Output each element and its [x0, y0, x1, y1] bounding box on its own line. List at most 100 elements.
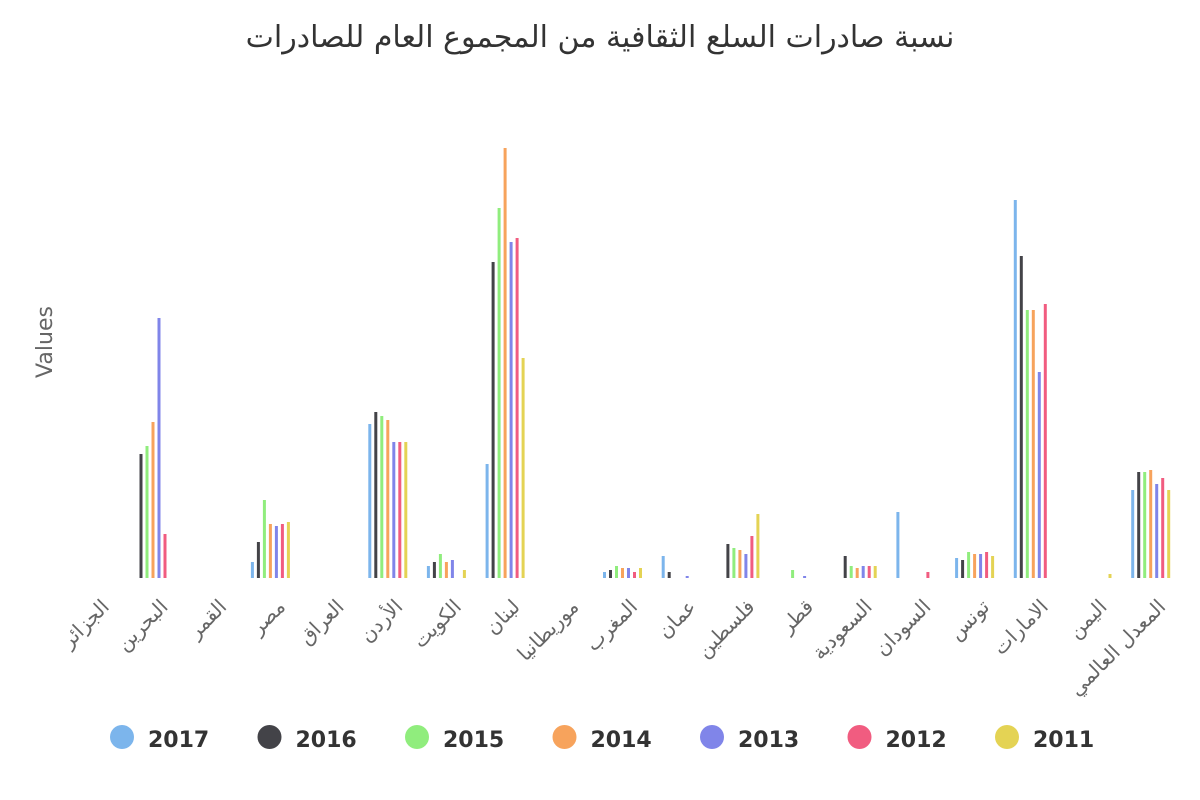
legend-item-2012[interactable]: 2012 [847, 725, 947, 753]
bar-2011-9[interactable] [639, 568, 642, 578]
x-tick-label: البحرين [111, 595, 172, 656]
legend: 2017 2016 2015 2014 2013 2012 2011 [110, 725, 1094, 753]
legend-marker [847, 725, 872, 749]
bar-2013-16[interactable] [1037, 372, 1041, 578]
bar-2016-18[interactable] [1137, 472, 1141, 578]
bar-2011-13[interactable] [873, 566, 877, 578]
x-tick-label: قطر [774, 595, 818, 639]
bar-2015-7[interactable] [497, 208, 501, 578]
legend-label: 2012 [886, 728, 947, 753]
bar-2015-11[interactable] [732, 548, 736, 578]
bar-2013-11[interactable] [744, 554, 748, 578]
legend-label: 2013 [738, 728, 799, 753]
bar-2016-1[interactable] [139, 454, 143, 578]
bar-2012-15[interactable] [985, 552, 989, 578]
bar-2012-13[interactable] [867, 566, 871, 578]
bar-2013-10[interactable] [685, 576, 689, 578]
bar-2015-16[interactable] [1025, 310, 1029, 578]
bar-2011-18[interactable] [1167, 490, 1171, 578]
bar-2012-9[interactable] [633, 572, 636, 578]
bar-2011-3[interactable] [286, 522, 290, 578]
bar-2017-7[interactable] [485, 464, 489, 578]
bar-2013-15[interactable] [979, 554, 983, 578]
bar-2014-1[interactable] [151, 422, 155, 578]
bar-2015-3[interactable] [262, 500, 266, 578]
bar-2015-9[interactable] [615, 566, 618, 578]
bar-2014-13[interactable] [855, 568, 859, 578]
bar-2011-11[interactable] [756, 514, 760, 578]
bar-2012-11[interactable] [750, 536, 754, 578]
bar-2016-15[interactable] [961, 560, 965, 578]
bar-2017-15[interactable] [955, 558, 959, 578]
bar-2014-9[interactable] [621, 568, 624, 578]
legend-item-2013[interactable]: 2013 [700, 725, 799, 753]
bar-2015-15[interactable] [967, 552, 971, 578]
x-tick-label: عمان [652, 595, 700, 643]
bar-2013-3[interactable] [274, 526, 278, 578]
x-tick-label: السعودية [807, 595, 877, 665]
bar-2015-12[interactable] [791, 570, 795, 578]
bar-2015-18[interactable] [1143, 472, 1147, 578]
legend-item-2016[interactable]: 2016 [257, 725, 357, 753]
bar-2013-9[interactable] [627, 568, 630, 578]
legend-item-2017[interactable]: 2017 [110, 725, 209, 753]
bar-2016-16[interactable] [1019, 256, 1023, 578]
bar-2016-11[interactable] [726, 544, 730, 578]
bar-2013-1[interactable] [157, 318, 161, 578]
bar-2017-10[interactable] [661, 556, 665, 578]
bar-2014-15[interactable] [973, 554, 977, 578]
bar-2017-14[interactable] [896, 512, 900, 578]
bar-2015-13[interactable] [849, 566, 853, 578]
bar-2014-11[interactable] [738, 550, 742, 578]
legend-marker [552, 725, 577, 749]
bar-2014-18[interactable] [1149, 470, 1153, 578]
bar-2016-10[interactable] [667, 572, 671, 578]
bar-2014-5[interactable] [386, 420, 390, 578]
bar-2011-15[interactable] [991, 556, 995, 578]
legend-item-2015[interactable]: 2015 [405, 725, 504, 753]
bar-2017-16[interactable] [1013, 200, 1017, 578]
bar-2012-1[interactable] [163, 534, 167, 578]
bar-2012-16[interactable] [1043, 304, 1047, 578]
bar-2013-18[interactable] [1155, 484, 1159, 578]
bar-2012-3[interactable] [280, 524, 284, 578]
legend-label: 2014 [591, 728, 652, 753]
bar-2015-6[interactable] [438, 554, 442, 578]
bar-2011-17[interactable] [1108, 574, 1112, 578]
bar-2016-7[interactable] [491, 262, 495, 578]
bar-2013-5[interactable] [392, 442, 396, 578]
bar-2014-6[interactable] [444, 562, 448, 578]
bar-2016-9[interactable] [609, 570, 612, 578]
bar-2014-3[interactable] [268, 524, 272, 578]
bar-2017-3[interactable] [250, 562, 254, 578]
bar-2014-7[interactable] [503, 148, 507, 578]
bar-2012-5[interactable] [398, 442, 402, 578]
bar-2016-6[interactable] [432, 562, 436, 578]
bar-2011-7[interactable] [521, 358, 525, 578]
bar-2015-1[interactable] [145, 446, 149, 578]
bar-2012-18[interactable] [1161, 478, 1165, 578]
bar-2011-5[interactable] [404, 442, 408, 578]
bar-2012-7[interactable] [515, 238, 519, 578]
bar-2016-3[interactable] [256, 542, 260, 578]
bar-2017-9[interactable] [603, 572, 606, 578]
bar-2014-16[interactable] [1031, 310, 1035, 578]
bar-2017-6[interactable] [426, 566, 430, 578]
bar-2013-13[interactable] [861, 566, 865, 578]
bar-2013-6[interactable] [450, 560, 454, 578]
bar-2012-14[interactable] [926, 572, 930, 578]
bar-2013-7[interactable] [509, 242, 513, 578]
legend-marker [995, 725, 1019, 749]
bar-2013-12[interactable] [803, 576, 807, 578]
bars-group [139, 148, 1171, 578]
bar-2016-5[interactable] [374, 412, 378, 578]
bar-2015-5[interactable] [380, 416, 384, 578]
bar-2011-6[interactable] [462, 570, 466, 578]
legend-item-2011[interactable]: 2011 [995, 725, 1094, 753]
bar-2017-5[interactable] [368, 424, 372, 578]
legend-item-2014[interactable]: 2014 [552, 725, 652, 753]
legend-marker [405, 725, 429, 749]
legend-label: 2011 [1033, 728, 1094, 753]
bar-2016-13[interactable] [843, 556, 847, 578]
bar-2017-18[interactable] [1131, 490, 1135, 578]
